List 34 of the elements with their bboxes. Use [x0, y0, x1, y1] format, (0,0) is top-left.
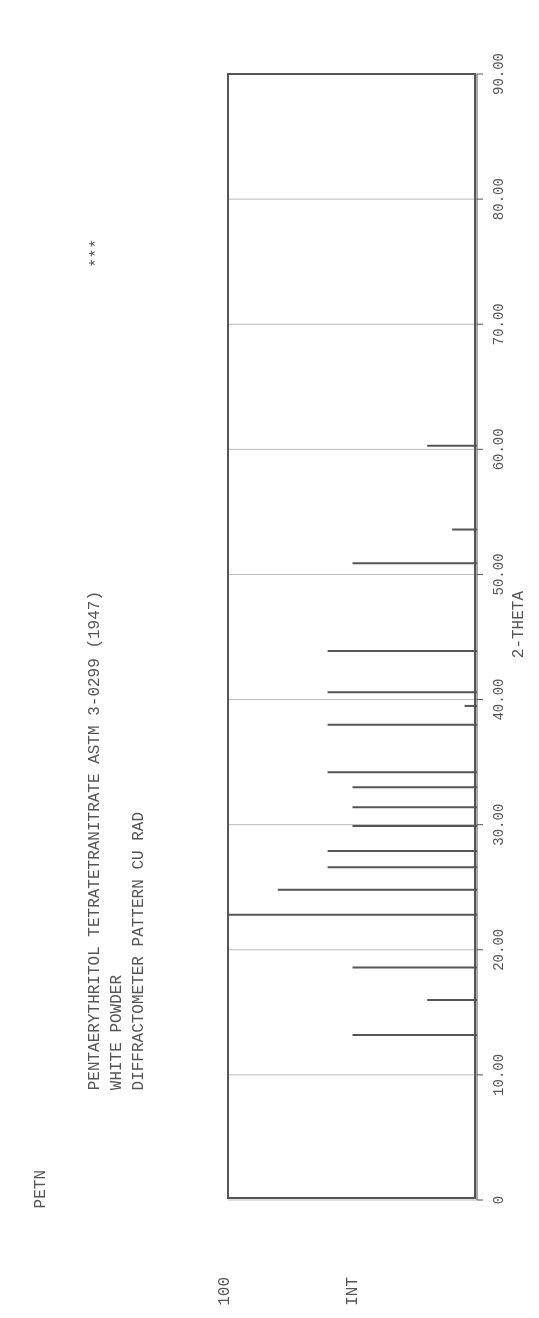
- bar: [327, 850, 477, 853]
- bar: [352, 1033, 477, 1036]
- y-tick-label: 90.00: [490, 52, 507, 96]
- bar: [327, 691, 477, 694]
- y-tick-label: 10.00: [490, 1053, 507, 1096]
- text: INT: [344, 1277, 362, 1306]
- bar: [228, 913, 477, 916]
- text: PETN: [32, 1169, 50, 1208]
- bar: [352, 562, 477, 565]
- y-tick-label: 20.00: [490, 928, 507, 971]
- y-tick-label: 80.00: [490, 178, 507, 221]
- text: 100: [216, 1277, 234, 1306]
- text: PENTAERYTHRITOL TETRATETRANITRATE ASTM 3-0299 (1947): [86, 590, 104, 1090]
- bar: [327, 771, 477, 774]
- text: WHITE POWDER: [108, 974, 126, 1090]
- bar: [352, 786, 477, 789]
- bar: [277, 888, 477, 891]
- bar: [352, 825, 477, 828]
- y-tick-label: 50.00: [490, 553, 507, 596]
- bar: [427, 444, 477, 447]
- bar: [427, 998, 477, 1001]
- text: ***: [88, 239, 106, 268]
- y-tick-label: 70.00: [490, 303, 507, 346]
- bar: [327, 866, 477, 869]
- y-tick-label: 40.00: [490, 678, 507, 721]
- y-tick-label: 30.00: [490, 803, 507, 846]
- text: DIFFRACTOMETER PATTERN CU RAD: [130, 811, 148, 1090]
- y-tick-label: 0: [490, 1195, 507, 1205]
- y-tick-label: 60.00: [490, 428, 507, 471]
- bar: [352, 966, 477, 969]
- bar: [327, 649, 477, 652]
- bar: [352, 806, 477, 809]
- y-axis-title: 2-THETA: [510, 590, 528, 658]
- bar: [327, 723, 477, 726]
